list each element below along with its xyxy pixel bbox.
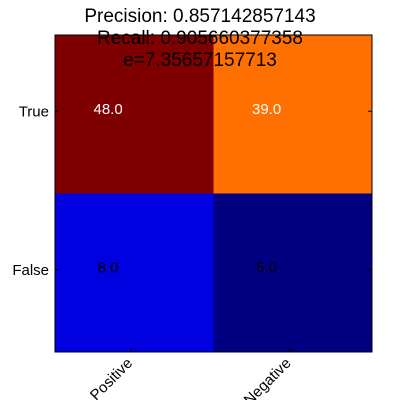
- cell-value-label: 48.0: [93, 101, 122, 118]
- title-e-value: e=7.35657157713: [123, 50, 277, 71]
- heatmap-cell-false-positive: [55, 193, 214, 352]
- axis-ticks: [55, 35, 372, 352]
- y-tick-label: True: [19, 103, 49, 120]
- x-tick-label: Positive: [87, 355, 136, 400]
- heatmap-cell-true-negative: [213, 35, 372, 194]
- y-tick-labels: True False: [12, 103, 49, 279]
- cell-value-labels: 48.0 39.0 8.0 5.0: [93, 101, 281, 277]
- heatmap-cell-true-positive: [55, 35, 214, 194]
- x-tick-label: Negative: [241, 355, 295, 400]
- cell-value-label: 5.0: [256, 260, 277, 277]
- title-precision: Precision: 0.857142857143: [84, 6, 315, 27]
- heatmap-cell-false-negative: [213, 193, 372, 352]
- y-tick-label: False: [12, 262, 49, 279]
- chart-title: Precision: 0.857142857143 Recall: 0.9056…: [84, 6, 315, 71]
- cell-value-label: 39.0: [252, 101, 281, 118]
- title-recall: Recall: 0.905660377358: [97, 28, 303, 49]
- cell-value-label: 8.0: [98, 260, 119, 277]
- x-tick-labels: Positive Negative: [87, 355, 295, 400]
- heatmap-cells: [55, 35, 372, 352]
- plot-frame: [54, 34, 373, 353]
